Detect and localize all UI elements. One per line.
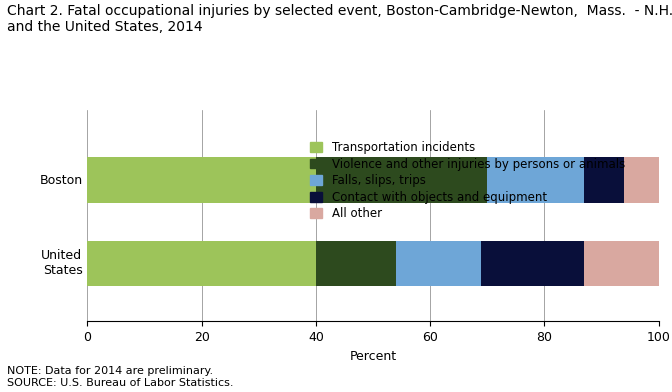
- Bar: [87, 158, 316, 203]
- Legend: Transportation incidents, Violence and other injuries by persons or animals, Fal: Transportation incidents, Violence and o…: [310, 141, 625, 220]
- X-axis label: Percent: Percent: [349, 350, 396, 363]
- Bar: [624, 158, 659, 203]
- Bar: [481, 241, 584, 286]
- Bar: [584, 158, 624, 203]
- Bar: [584, 241, 659, 286]
- Text: Chart 2. Fatal occupational injuries by selected event, Boston-Cambridge-Newton,: Chart 2. Fatal occupational injuries by …: [7, 4, 672, 34]
- Bar: [87, 241, 316, 286]
- Bar: [487, 158, 584, 203]
- Bar: [316, 158, 487, 203]
- Bar: [316, 241, 396, 286]
- Text: NOTE: Data for 2014 are preliminary.
SOURCE: U.S. Bureau of Labor Statistics.: NOTE: Data for 2014 are preliminary. SOU…: [7, 367, 233, 388]
- Bar: [396, 241, 481, 286]
